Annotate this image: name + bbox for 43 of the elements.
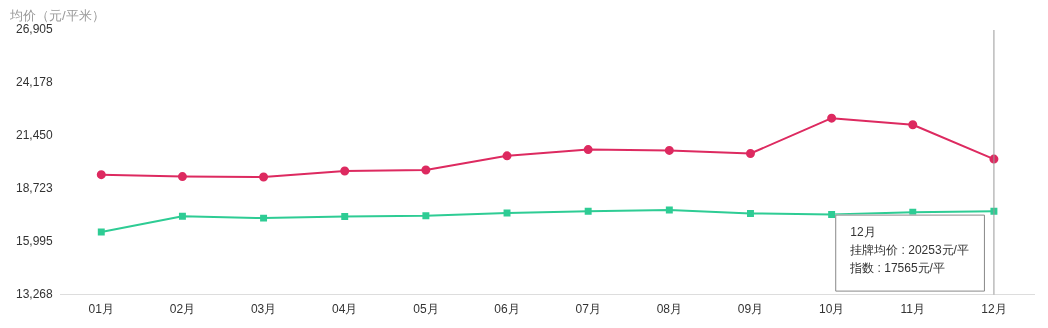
annotation: 12月 xyxy=(850,224,876,239)
point xyxy=(583,145,593,155)
point xyxy=(340,166,350,176)
y-tick-label: 15,995 xyxy=(16,234,54,248)
point xyxy=(421,165,431,175)
point xyxy=(97,228,105,236)
x-tick-label: 07月 xyxy=(575,302,601,317)
x-tick-label: 09月 xyxy=(737,302,764,317)
annotation: 挂牌均价 : 20253元/平 xyxy=(850,242,969,257)
point xyxy=(747,209,754,217)
y-tick-label: 21,450 xyxy=(16,128,54,143)
point xyxy=(503,209,511,217)
point xyxy=(908,120,918,130)
point xyxy=(341,213,349,221)
x-tick-label: 05月 xyxy=(413,302,439,317)
point xyxy=(259,172,269,182)
x-tick-label: 08月 xyxy=(656,302,683,317)
x-tick-label: 02月 xyxy=(169,302,196,317)
point xyxy=(745,149,755,158)
point xyxy=(260,214,268,222)
y-tick-label: 24,178 xyxy=(16,75,54,90)
y-axis-title: 均价（元/平米） xyxy=(9,8,105,24)
x-tick-label: 12月 xyxy=(981,302,1007,317)
x-tick-label: 10月 xyxy=(818,302,845,317)
point xyxy=(177,172,187,182)
x-tick-label: 04月 xyxy=(332,302,358,317)
point xyxy=(584,207,592,215)
point xyxy=(422,212,430,220)
point xyxy=(178,212,186,220)
point xyxy=(828,210,836,218)
y-tick-label: 13,268 xyxy=(16,286,54,301)
annotation: 指数 : 17565元/平 xyxy=(849,260,945,275)
point xyxy=(664,145,674,155)
x-tick-label: 01月 xyxy=(88,302,114,317)
point xyxy=(827,113,837,123)
x-tick-label: 06月 xyxy=(494,302,520,317)
point xyxy=(502,151,512,161)
x-tick-label: 11月 xyxy=(900,302,926,317)
x-tick-label: 03月 xyxy=(250,302,277,317)
point xyxy=(96,170,106,180)
point xyxy=(665,206,673,214)
y-tick-label: 18,723 xyxy=(16,181,54,196)
y-tick-label: 26,905 xyxy=(16,22,54,37)
